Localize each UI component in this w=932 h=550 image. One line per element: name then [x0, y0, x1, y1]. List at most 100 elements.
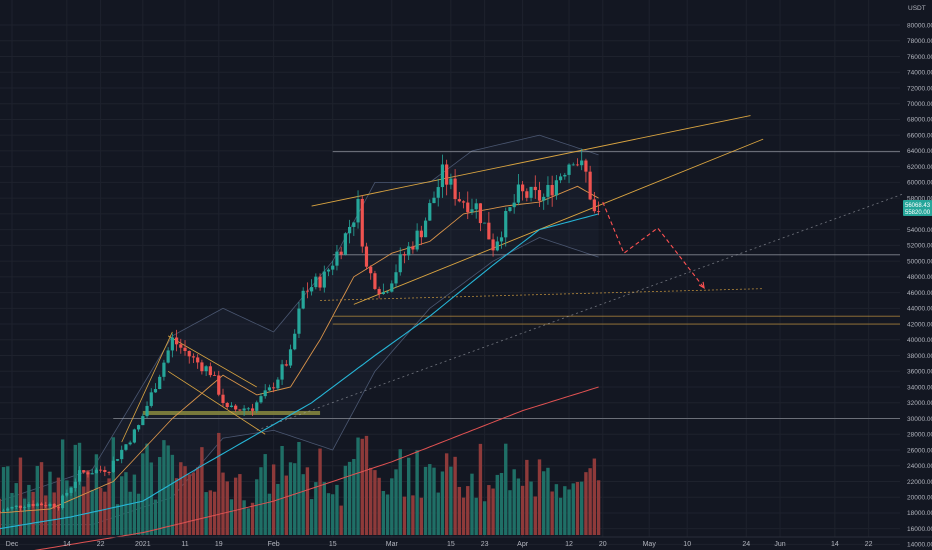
candle-body[interactable]: [301, 290, 305, 309]
candle-body[interactable]: [440, 164, 445, 188]
candle-body[interactable]: [499, 237, 504, 242]
candle-body[interactable]: [242, 408, 246, 411]
candle-body[interactable]: [272, 387, 276, 389]
candle-body[interactable]: [419, 230, 423, 238]
candle-body[interactable]: [86, 472, 90, 475]
candle-body[interactable]: [191, 356, 196, 358]
candle-body[interactable]: [77, 470, 82, 482]
candle-body[interactable]: [584, 160, 588, 172]
support-zone[interactable]: [142, 410, 321, 415]
candle-body[interactable]: [352, 222, 356, 227]
candle-body[interactable]: [0, 511, 1, 513]
candle-body[interactable]: [229, 405, 234, 408]
candle-body[interactable]: [137, 425, 141, 430]
candle-body[interactable]: [255, 402, 259, 411]
candle-body[interactable]: [14, 505, 18, 507]
candle-body[interactable]: [153, 389, 158, 393]
candle-body[interactable]: [297, 308, 301, 334]
triangle-upper-line[interactable]: [167, 335, 257, 388]
candle-body[interactable]: [381, 292, 385, 295]
x-axis[interactable]: Dec 14 22 2021 11 19 Feb 15 Mar 15 23 Apr 12 20 May 10 2…: [6, 541, 873, 548]
candle-body[interactable]: [571, 164, 575, 166]
candle-body[interactable]: [293, 333, 297, 350]
candle-body[interactable]: [339, 251, 343, 255]
candle-body[interactable]: [390, 283, 394, 292]
candle-body[interactable]: [128, 442, 132, 445]
wedge-upper-trendline[interactable]: [311, 115, 751, 207]
candle-body[interactable]: [132, 429, 136, 443]
candle-body[interactable]: [263, 390, 267, 397]
candle-body[interactable]: [94, 469, 98, 474]
candle-body[interactable]: [221, 394, 225, 404]
candle-body[interactable]: [470, 209, 474, 213]
candle-body[interactable]: [483, 222, 487, 224]
candle-body[interactable]: [343, 233, 347, 255]
candle-body[interactable]: [145, 405, 149, 417]
candle-body[interactable]: [280, 364, 284, 380]
candle-body[interactable]: [1, 510, 6, 512]
candle-body[interactable]: [52, 503, 56, 508]
candle-body[interactable]: [385, 291, 390, 293]
projection-line[interactable]: [602, 201, 705, 289]
candle-body[interactable]: [423, 220, 428, 238]
candle-body[interactable]: [445, 164, 449, 185]
candle-body[interactable]: [537, 190, 542, 201]
candle-body[interactable]: [141, 416, 145, 426]
candle-body[interactable]: [407, 246, 411, 256]
candle-body[interactable]: [166, 350, 170, 363]
candle-body[interactable]: [592, 199, 596, 212]
candle-body[interactable]: [554, 180, 558, 196]
candle-body[interactable]: [326, 269, 331, 272]
candle-body[interactable]: [288, 349, 293, 366]
candle-body[interactable]: [196, 357, 200, 363]
candle-body[interactable]: [457, 199, 461, 202]
candle-body[interactable]: [491, 239, 495, 251]
candle-body[interactable]: [212, 375, 217, 376]
candle-body[interactable]: [259, 396, 263, 403]
candle-body[interactable]: [35, 503, 39, 506]
candle-body[interactable]: [474, 203, 478, 210]
candle-body[interactable]: [415, 230, 419, 250]
neckline-dotted-line[interactable]: [320, 288, 764, 301]
candle-body[interactable]: [238, 409, 242, 411]
candle-body[interactable]: [162, 362, 166, 377]
candle-body[interactable]: [487, 222, 491, 240]
candle-body[interactable]: [107, 472, 111, 473]
candle-body[interactable]: [377, 288, 381, 295]
candle-body[interactable]: [402, 254, 407, 256]
candle-body[interactable]: [335, 251, 339, 266]
candle-body[interactable]: [466, 202, 470, 213]
candle-body[interactable]: [284, 364, 288, 366]
candle-body[interactable]: [575, 164, 580, 166]
candle-body[interactable]: [111, 460, 115, 473]
candle-body[interactable]: [61, 495, 65, 509]
early-rise-line[interactable]: [121, 331, 173, 443]
candle-body[interactable]: [174, 337, 179, 345]
candle-body[interactable]: [559, 176, 563, 181]
candle-body[interactable]: [120, 449, 124, 460]
candle-body[interactable]: [27, 504, 31, 508]
candle-body[interactable]: [234, 405, 238, 410]
candle-body[interactable]: [436, 187, 440, 198]
candle-body[interactable]: [149, 392, 153, 406]
candle-body[interactable]: [580, 160, 584, 166]
candle-body[interactable]: [39, 503, 44, 506]
candle-body[interactable]: [449, 178, 453, 185]
candle-body[interactable]: [596, 211, 601, 212]
candle-body[interactable]: [331, 265, 335, 270]
candlesticks[interactable]: [0, 148, 601, 513]
candle-body[interactable]: [432, 197, 436, 204]
candle-body[interactable]: [322, 271, 326, 288]
candle-body[interactable]: [428, 203, 432, 221]
candle-body[interactable]: [246, 408, 250, 410]
candle-body[interactable]: [267, 387, 272, 391]
candle-body[interactable]: [318, 276, 322, 288]
candle-body[interactable]: [90, 473, 94, 475]
candle-body[interactable]: [158, 376, 162, 390]
candle-body[interactable]: [73, 481, 77, 488]
candle-body[interactable]: [360, 198, 364, 247]
candle-body[interactable]: [48, 503, 52, 507]
candle-body[interactable]: [394, 272, 398, 284]
candle-body[interactable]: [187, 350, 191, 357]
candle-body[interactable]: [18, 505, 23, 508]
